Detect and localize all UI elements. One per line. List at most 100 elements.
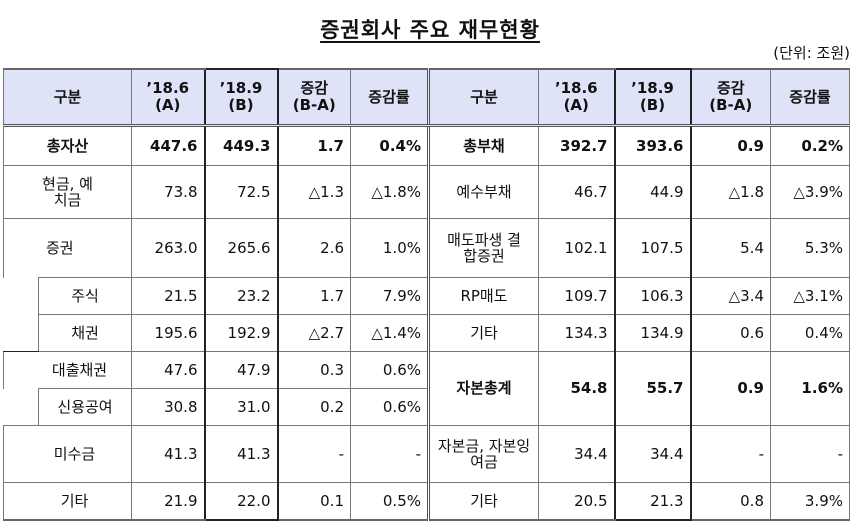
row-label: 자본금, 자본잉여금 (427, 425, 539, 483)
indent-spacer (3, 314, 39, 352)
row-label: 기타 (427, 482, 539, 521)
unit-label: (단위: 조원) (773, 44, 850, 62)
header-a-left: ’18.6 (A) (131, 68, 205, 127)
cell-diff: 0.9 (690, 351, 771, 426)
cell-rate: 0.4% (770, 314, 850, 352)
cell-diff: 0.3 (277, 351, 351, 389)
cell-b: 449.3 (203, 125, 279, 166)
cell-a: 21.5 (131, 277, 205, 315)
cell-b: 107.5 (613, 218, 692, 278)
cell-b: 72.5 (203, 165, 279, 219)
cell-rate: - (770, 425, 850, 483)
header-row: 구분 ’18.6 (A) ’18.9 (B) 증감 (B-A) 증감률 구분 ’18.… (3, 68, 850, 127)
row-label: 예수부채 (427, 165, 539, 219)
table-row: 신용공여 30.8 31.0 0.2 0.6% (3, 388, 850, 426)
cell-b: 393.6 (613, 125, 692, 166)
cell-a: 30.8 (131, 388, 205, 426)
cell-diff: 2.6 (277, 218, 351, 278)
row-label: 기타 (3, 482, 132, 521)
indent-spacer (3, 388, 39, 426)
row-label: 자본총계 (427, 351, 539, 426)
row-label: 주식 (38, 277, 132, 315)
header-b-right: ’18.9 (B) (613, 68, 692, 127)
row-label: 채권 (38, 314, 132, 352)
table-row: 현금, 예치금 73.8 72.5 △1.3 △1.8% 예수부채 46.7 4… (3, 165, 850, 219)
cell-diff: 1.7 (277, 277, 351, 315)
cell-rate: 1.0% (350, 218, 429, 278)
cell-b: 47.9 (203, 351, 279, 389)
cell-diff: 0.2 (277, 388, 351, 426)
cell-b: 265.6 (203, 218, 279, 278)
title-text: 증권회사 주요 재무현황 (320, 18, 540, 42)
cell-diff: △3.4 (690, 277, 771, 315)
cell-a: 21.9 (131, 482, 205, 521)
header-category-right: 구분 (427, 68, 539, 127)
row-label: 현금, 예치금 (3, 165, 132, 219)
table-row: 채권 195.6 192.9 △2.7 △1.4% 기타 134.3 134.9… (3, 314, 850, 352)
page-title: 증권회사 주요 재무현황 (0, 14, 860, 44)
row-label: 신용공여 (38, 388, 132, 426)
cell-rate: △1.8% (350, 165, 429, 219)
cell-diff: △1.8 (690, 165, 771, 219)
cell-a: 447.6 (131, 125, 205, 166)
row-label: 대출채권 (3, 351, 132, 389)
cell-a: 41.3 (131, 425, 205, 483)
cell-rate: 1.6% (770, 351, 850, 426)
table-row: 대출채권 47.6 47.9 0.3 0.6% 자본총계 54.8 55.7 0… (3, 351, 850, 426)
cell-b: 22.0 (203, 482, 279, 521)
table-row: 기타 21.9 22.0 0.1 0.5% 기타 20.5 21.3 0.8 3… (3, 482, 850, 521)
cell-b: 106.3 (613, 277, 692, 315)
row-label: 총부채 (427, 125, 539, 166)
cell-diff: - (690, 425, 771, 483)
cell-a: 102.1 (538, 218, 615, 278)
cell-diff: 0.9 (690, 125, 771, 166)
cell-b: 41.3 (203, 425, 279, 483)
cell-b: 23.2 (203, 277, 279, 315)
cell-rate: 0.6% (350, 388, 429, 426)
cell-diff: - (277, 425, 351, 483)
cell-rate: 3.9% (770, 482, 850, 521)
financial-table: 구분 ’18.6 (A) ’18.9 (B) 증감 (B-A) 증감률 구분 ’18.… (3, 68, 850, 521)
row-label: RP매도 (427, 277, 539, 315)
cell-rate: △3.9% (770, 165, 850, 219)
cell-rate: 7.9% (350, 277, 429, 315)
header-a-right: ’18.6 (A) (538, 68, 615, 127)
row-label: 기타 (427, 314, 539, 352)
cell-rate: 0.2% (770, 125, 850, 166)
cell-a: 263.0 (131, 218, 205, 278)
cell-rate: 0.4% (350, 125, 429, 166)
header-diff-left: 증감 (B-A) (277, 68, 351, 127)
cell-a: 20.5 (538, 482, 615, 521)
cell-a: 195.6 (131, 314, 205, 352)
table-row: 총자산 447.6 449.3 1.7 0.4% 총부채 392.7 393.6… (3, 125, 850, 166)
cell-diff: 0.1 (277, 482, 351, 521)
cell-diff: 1.7 (277, 125, 351, 166)
cell-diff: △1.3 (277, 165, 351, 219)
cell-rate: 0.5% (350, 482, 429, 521)
cell-a: 109.7 (538, 277, 615, 315)
cell-rate: - (350, 425, 429, 483)
table-row: 주식 21.5 23.2 1.7 7.9% RP매도 109.7 106.3 △… (3, 277, 850, 315)
cell-b: 31.0 (203, 388, 279, 426)
cell-rate: △3.1% (770, 277, 850, 315)
cell-diff: 5.4 (690, 218, 771, 278)
header-rate-right: 증감률 (770, 68, 850, 127)
cell-a: 34.4 (538, 425, 615, 483)
cell-rate: 5.3% (770, 218, 850, 278)
indent-spacer (3, 277, 39, 315)
cell-a: 46.7 (538, 165, 615, 219)
row-label: 매도파생 결합증권 (427, 218, 539, 278)
table-row: 증권 263.0 265.6 2.6 1.0% 매도파생 결합증권 102.1 … (3, 218, 850, 278)
cell-rate: △1.4% (350, 314, 429, 352)
row-label: 총자산 (3, 125, 132, 166)
cell-b: 192.9 (203, 314, 279, 352)
cell-a: 73.8 (131, 165, 205, 219)
cell-a: 54.8 (538, 351, 615, 426)
header-b-left: ’18.9 (B) (203, 68, 279, 127)
cell-a: 134.3 (538, 314, 615, 352)
cell-b: 34.4 (613, 425, 692, 483)
cell-diff: 0.8 (690, 482, 771, 521)
cell-b: 134.9 (613, 314, 692, 352)
table-row: 미수금 41.3 41.3 - - 자본금, 자본잉여금 34.4 34.4 -… (3, 425, 850, 483)
cell-diff: △2.7 (277, 314, 351, 352)
